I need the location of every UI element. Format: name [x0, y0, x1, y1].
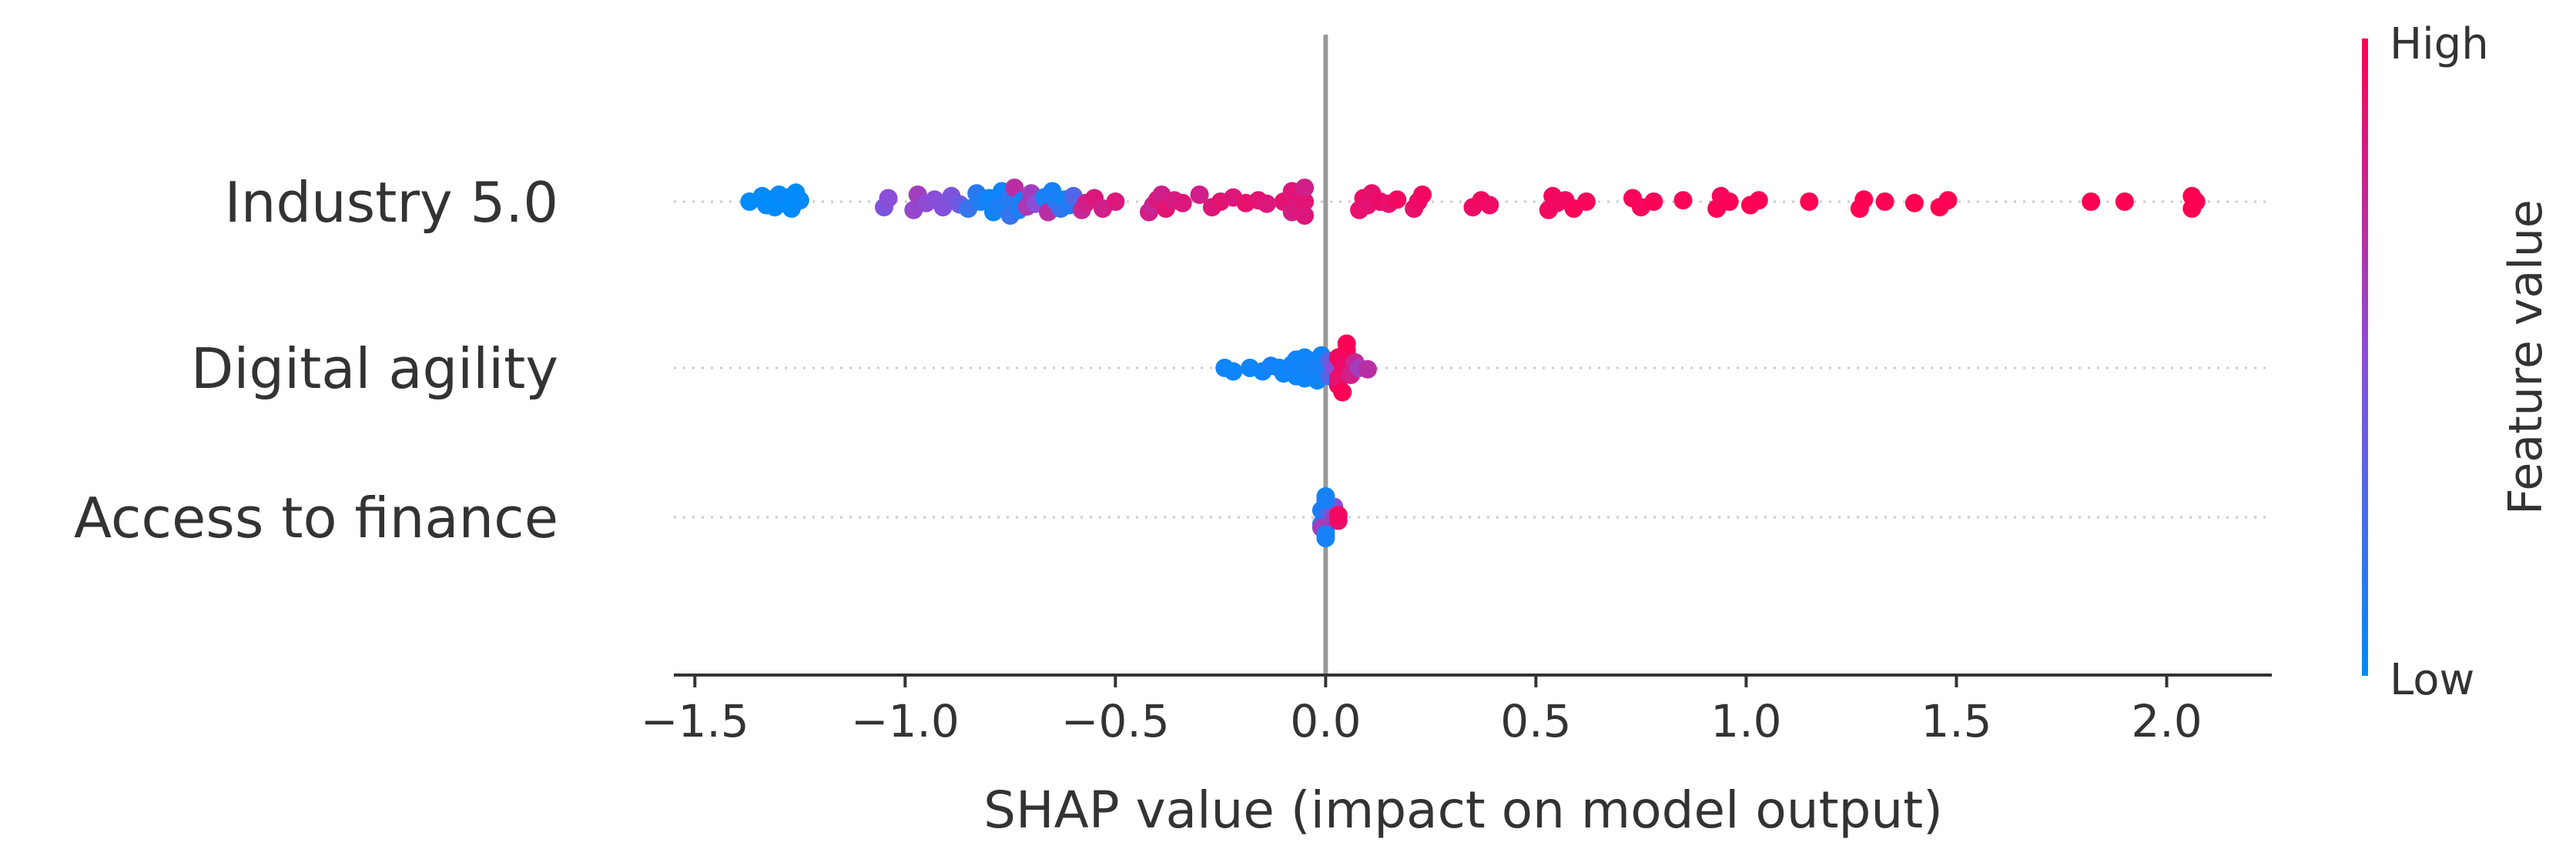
data-point	[1190, 186, 1209, 204]
feature-label-digital-agility: Digital agility	[191, 336, 558, 401]
data-point	[1854, 190, 1874, 209]
x-tick-label: 0.5	[1500, 695, 1571, 747]
data-point	[1904, 193, 1924, 212]
feature-label-industry-5-0: Industry 5.0	[224, 170, 558, 235]
data-point	[1576, 192, 1596, 211]
data-point	[1328, 506, 1348, 525]
data-point	[1295, 192, 1315, 211]
data-point	[1800, 192, 1819, 211]
data-point	[1413, 186, 1432, 204]
data-point	[1720, 192, 1739, 211]
data-point	[1938, 191, 1958, 210]
x-tick-label: −1.0	[851, 695, 960, 747]
x-tick-label: 1.5	[1921, 695, 1991, 747]
feature-grid-lines	[674, 200, 2272, 519]
data-point	[2182, 186, 2202, 206]
data-point	[1644, 192, 1663, 211]
x-tick-label: −0.5	[1061, 695, 1170, 747]
feature-label-access-to-finance: Access to finance	[74, 486, 558, 550]
feature-labels: Industry 5.0 Digital agility Access to f…	[74, 170, 558, 550]
colorbar	[2362, 38, 2368, 676]
data-point	[1224, 362, 1243, 381]
data-point	[1295, 206, 1315, 225]
data-point	[1295, 179, 1315, 197]
data-point	[1173, 193, 1192, 212]
x-tick-label: 0.0	[1290, 695, 1361, 747]
x-tick-label: −1.5	[641, 695, 749, 747]
colorbar-low-label: Low	[2390, 655, 2474, 705]
data-point	[1257, 194, 1276, 213]
data-point	[2115, 192, 2134, 211]
data-point	[1337, 334, 1356, 353]
data-point	[1673, 191, 1693, 210]
data-point	[1316, 525, 1335, 544]
colorbar-title: Feature value	[2499, 199, 2553, 515]
data-point	[1875, 192, 1894, 211]
data-point	[2082, 192, 2101, 211]
data-point	[1388, 190, 1407, 209]
x-tick-label: 2.0	[2131, 695, 2202, 747]
data-point	[1316, 490, 1335, 510]
colorbar-high-label: High	[2390, 19, 2489, 69]
data-point	[1358, 359, 1377, 379]
data-point	[1749, 191, 1768, 210]
data-point	[1333, 383, 1352, 402]
x-axis-ticks	[693, 675, 2169, 687]
beeswarm-points	[740, 179, 2206, 547]
x-tick-label: 1.0	[1710, 695, 1781, 747]
data-point	[879, 189, 898, 208]
data-point	[1106, 192, 1125, 211]
data-point	[1480, 196, 1499, 215]
data-point	[790, 191, 809, 210]
x-axis-tick-labels: −1.5 −1.0 −0.5 0.0 0.5 1.0 1.5 2.0	[641, 695, 2202, 747]
x-axis-title: SHAP value (impact on model output)	[983, 780, 1943, 840]
